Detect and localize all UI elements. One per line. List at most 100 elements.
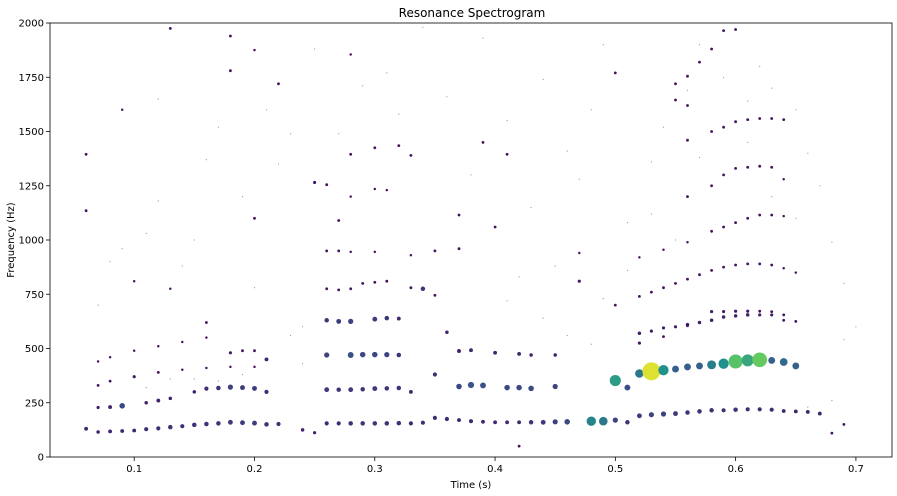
data-point-19 — [324, 421, 329, 426]
data-point-231 — [770, 165, 774, 169]
data-point-40 — [586, 416, 597, 426]
data-point-63 — [108, 405, 113, 410]
data-point-158 — [445, 330, 449, 334]
data-point-144 — [132, 349, 136, 352]
data-point-129 — [649, 329, 653, 333]
faint-point-40 — [771, 87, 773, 89]
data-point-154 — [372, 316, 378, 322]
data-point-34 — [505, 420, 510, 425]
data-point-216 — [84, 209, 88, 213]
data-point-104 — [768, 356, 776, 364]
data-point-147 — [205, 336, 208, 339]
data-point-239 — [505, 152, 509, 156]
data-point-5 — [144, 427, 149, 432]
data-point-233 — [84, 152, 88, 156]
data-point-51 — [721, 408, 726, 413]
data-point-3 — [120, 429, 125, 433]
faint-point-20 — [398, 113, 400, 115]
data-point-111 — [181, 368, 184, 372]
data-point-173 — [325, 287, 329, 291]
data-point-179 — [409, 286, 413, 290]
data-point-21 — [348, 421, 353, 426]
data-point-229 — [746, 165, 750, 169]
data-point-73 — [252, 385, 257, 391]
data-point-243 — [734, 120, 738, 124]
data-point-161 — [662, 335, 665, 339]
data-point-187 — [686, 277, 689, 281]
data-point-225 — [686, 195, 689, 199]
data-point-43 — [625, 420, 630, 425]
data-point-198 — [337, 249, 341, 253]
faint-point-58 — [542, 317, 544, 319]
data-point-214 — [770, 213, 774, 217]
data-point-256 — [722, 29, 726, 33]
data-point-58 — [805, 409, 810, 414]
faint-point-28 — [554, 265, 556, 267]
data-point-26 — [408, 421, 413, 426]
x-tick-label-3: 0.4 — [487, 464, 503, 475]
data-point-150 — [253, 349, 256, 353]
data-point-6 — [156, 426, 161, 431]
data-point-92 — [624, 384, 631, 391]
data-point-28 — [432, 415, 437, 420]
data-point-103 — [752, 352, 768, 368]
y-tick-label-1: 250 — [25, 398, 44, 409]
data-point-78 — [360, 387, 365, 392]
data-point-260 — [228, 34, 232, 38]
x-tick-label-2: 0.3 — [367, 464, 383, 475]
faint-point-51 — [193, 378, 195, 380]
data-point-16 — [276, 421, 281, 427]
data-point-22 — [360, 421, 365, 426]
faint-point-8 — [205, 159, 207, 161]
faint-point-57 — [518, 276, 520, 278]
data-point-139 — [770, 313, 774, 317]
faint-point-31 — [590, 109, 592, 111]
data-point-185 — [662, 286, 665, 290]
data-point-4 — [132, 428, 137, 433]
data-point-137 — [745, 313, 750, 317]
data-point-134 — [709, 318, 714, 323]
faint-point-21 — [422, 26, 424, 28]
data-point-89 — [528, 385, 534, 392]
data-point-14 — [252, 420, 257, 426]
faint-point-24 — [482, 37, 484, 39]
data-point-181 — [577, 279, 581, 283]
data-point-94 — [642, 362, 661, 381]
faint-point-70 — [843, 339, 845, 341]
data-point-195 — [782, 266, 785, 270]
data-point-57 — [793, 409, 798, 414]
faint-point-44 — [831, 241, 833, 243]
data-point-123 — [469, 348, 473, 353]
y-tick-label-2: 500 — [25, 344, 44, 355]
data-point-114 — [253, 365, 256, 369]
data-point-244 — [746, 118, 750, 122]
data-point-52 — [733, 407, 738, 412]
faint-point-15 — [302, 326, 304, 328]
faint-point-3 — [145, 232, 147, 235]
data-point-27 — [420, 420, 425, 425]
data-point-180 — [433, 293, 437, 297]
data-point-240 — [686, 138, 689, 142]
faint-point-55 — [290, 334, 292, 337]
data-point-209 — [710, 229, 714, 233]
data-point-255 — [710, 47, 714, 51]
data-point-31 — [468, 419, 474, 424]
data-point-166 — [746, 309, 750, 313]
data-point-131 — [673, 325, 678, 329]
data-point-224 — [457, 213, 461, 217]
data-point-95 — [658, 365, 669, 376]
faint-point-12 — [265, 109, 268, 111]
data-point-54 — [757, 407, 762, 412]
data-point-10 — [204, 421, 209, 427]
faint-point-26 — [530, 206, 532, 209]
x-tick-label-6: 0.7 — [848, 464, 864, 475]
chart-title: Resonance Spectrogram — [399, 6, 546, 20]
data-point-142 — [96, 360, 100, 363]
data-point-175 — [349, 287, 353, 291]
faint-point-6 — [181, 265, 183, 267]
faint-point-52 — [217, 380, 219, 382]
faint-point-11 — [253, 287, 256, 289]
faint-point-4 — [157, 200, 159, 202]
data-point-221 — [349, 195, 352, 198]
